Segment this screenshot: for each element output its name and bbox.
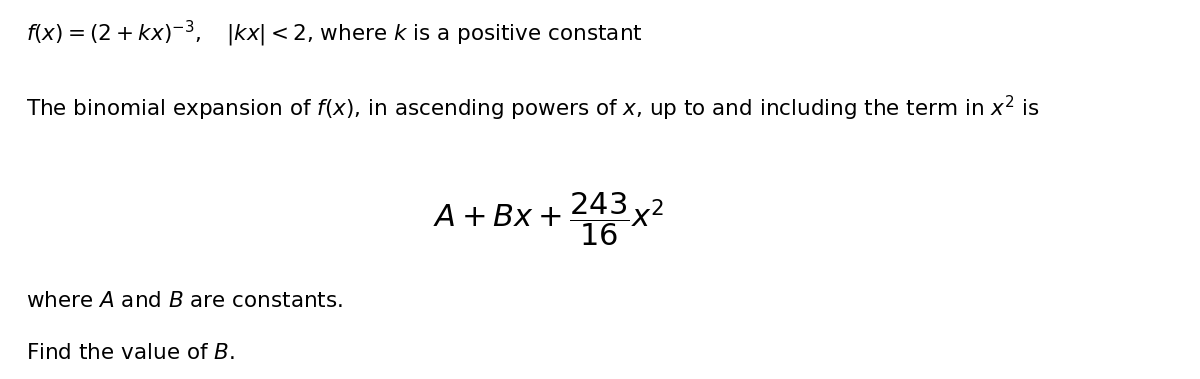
Text: The binomial expansion of $f(x)$, in ascending powers of $x$, up to and includin: The binomial expansion of $f(x)$, in asc… [26, 93, 1039, 122]
Text: where $A$ and $B$ are constants.: where $A$ and $B$ are constants. [26, 291, 343, 311]
Text: $A + Bx + \dfrac{243}{16}x^2$: $A + Bx + \dfrac{243}{16}x^2$ [433, 190, 665, 248]
Text: Find the value of $B$.: Find the value of $B$. [26, 343, 235, 363]
Text: $f(x) = (2 + kx)^{-3}, \quad |kx| < 2$, where $k$ is a positive constant: $f(x) = (2 + kx)^{-3}, \quad |kx| < 2$, … [26, 19, 643, 49]
